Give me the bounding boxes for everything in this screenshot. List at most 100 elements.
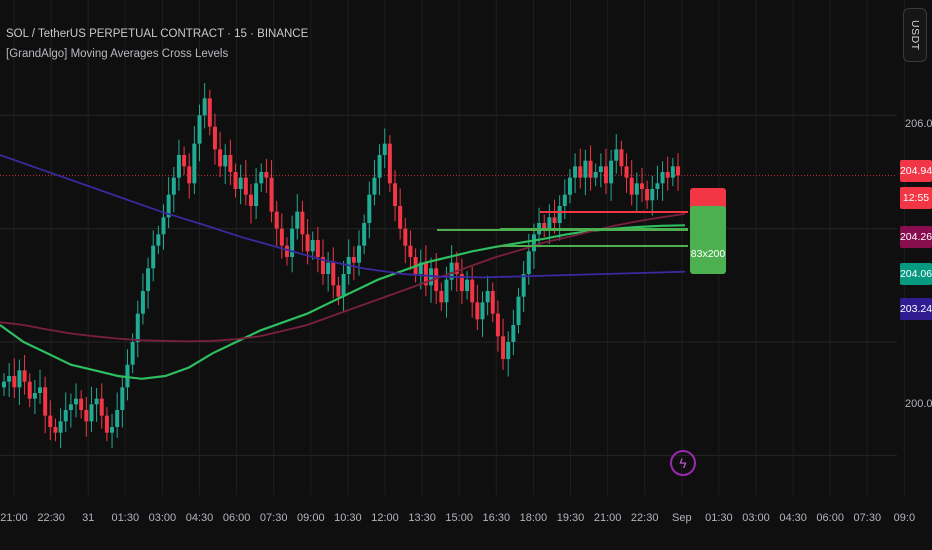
candle <box>68 404 73 410</box>
candle <box>465 279 470 291</box>
candle <box>120 387 125 410</box>
moving-average-line <box>0 213 686 343</box>
time-axis-label: 22:30 <box>37 512 65 524</box>
candle <box>279 228 284 246</box>
candle <box>434 268 439 291</box>
candle <box>598 166 603 172</box>
candle <box>603 166 608 184</box>
candle <box>357 245 362 263</box>
candle <box>526 251 531 274</box>
candle <box>27 381 32 399</box>
candle <box>562 194 567 206</box>
candle <box>182 155 187 167</box>
candle <box>300 211 305 235</box>
candle <box>423 262 428 286</box>
candle <box>264 172 269 178</box>
cross-level-label: 83x200 <box>690 234 726 274</box>
candle <box>192 143 197 184</box>
candle <box>393 183 398 206</box>
candle <box>326 262 331 274</box>
candle <box>351 257 356 263</box>
candle <box>223 155 228 167</box>
candle <box>624 166 629 178</box>
candle <box>480 302 485 320</box>
candle <box>387 143 392 184</box>
candle <box>650 189 655 201</box>
price-axis-label: 200.00 <box>905 398 932 410</box>
moving-average-lines <box>0 154 686 380</box>
candle <box>48 415 53 427</box>
candle <box>115 410 120 427</box>
candle <box>593 172 598 178</box>
candle <box>629 177 634 195</box>
candle <box>110 427 115 433</box>
candle <box>403 228 408 246</box>
indicator-title[interactable]: [GrandAlgo] Moving Averages Cross Levels <box>6 48 229 60</box>
candle <box>331 262 336 286</box>
candle <box>336 285 341 297</box>
candle <box>315 240 320 257</box>
candle <box>573 166 578 178</box>
time-axis-label: 06:00 <box>222 512 251 524</box>
candle <box>99 398 104 416</box>
candle <box>377 155 382 178</box>
cross-level-lines <box>437 211 688 247</box>
candle <box>454 262 459 274</box>
time-axis-label: 07:30 <box>853 512 882 524</box>
time-axis-label: 13:30 <box>408 512 436 524</box>
symbol-title[interactable]: SOL / TetherUS PERPETUAL CONTRACT · 15 ·… <box>6 28 309 40</box>
candle <box>156 234 161 246</box>
time-axis-label: Sep <box>672 512 692 524</box>
candle <box>516 296 521 325</box>
candle <box>542 223 547 229</box>
candle <box>233 172 238 189</box>
candle <box>660 172 665 184</box>
candle <box>290 228 295 257</box>
candle <box>243 177 248 195</box>
candle <box>305 234 310 252</box>
candle <box>151 245 156 269</box>
candle <box>367 194 372 223</box>
candle <box>79 398 84 410</box>
candle <box>444 279 449 303</box>
candle <box>531 234 536 252</box>
candle <box>501 336 506 359</box>
candle <box>470 279 475 303</box>
candle <box>485 291 490 303</box>
flash-icon[interactable]: ϟ <box>670 450 696 476</box>
candle <box>459 274 464 291</box>
candle <box>53 427 58 433</box>
candle <box>176 155 181 178</box>
candle <box>274 211 279 229</box>
time-axis-label: 09:00 <box>297 512 325 524</box>
candle <box>17 370 22 388</box>
candle <box>135 313 140 342</box>
candle <box>567 177 572 195</box>
candle <box>645 189 650 201</box>
time-axis-label: 15:00 <box>445 512 473 524</box>
currency-button[interactable]: USDT <box>903 8 927 62</box>
cross-level-label <box>690 206 726 238</box>
candle <box>269 177 274 212</box>
candle <box>104 415 109 433</box>
candle <box>449 262 454 280</box>
candle <box>614 149 619 161</box>
candle <box>495 313 500 337</box>
candle <box>84 410 89 422</box>
time-axis-label: 19:30 <box>556 512 585 524</box>
candle <box>619 149 624 167</box>
candle <box>89 404 94 422</box>
candle <box>140 291 145 314</box>
last-price-tag: 204.94 <box>900 160 932 182</box>
time-axis-label: 10:30 <box>334 512 362 524</box>
candle <box>146 268 151 291</box>
candle <box>254 183 259 206</box>
ma-long-price-tag: 203.24 <box>900 298 932 320</box>
candle <box>506 342 511 359</box>
candle <box>166 194 171 218</box>
time-axis-label: 21:00 <box>593 512 622 524</box>
time-axis-label: 03:00 <box>742 512 770 524</box>
candle <box>408 245 413 257</box>
candle <box>125 364 130 388</box>
